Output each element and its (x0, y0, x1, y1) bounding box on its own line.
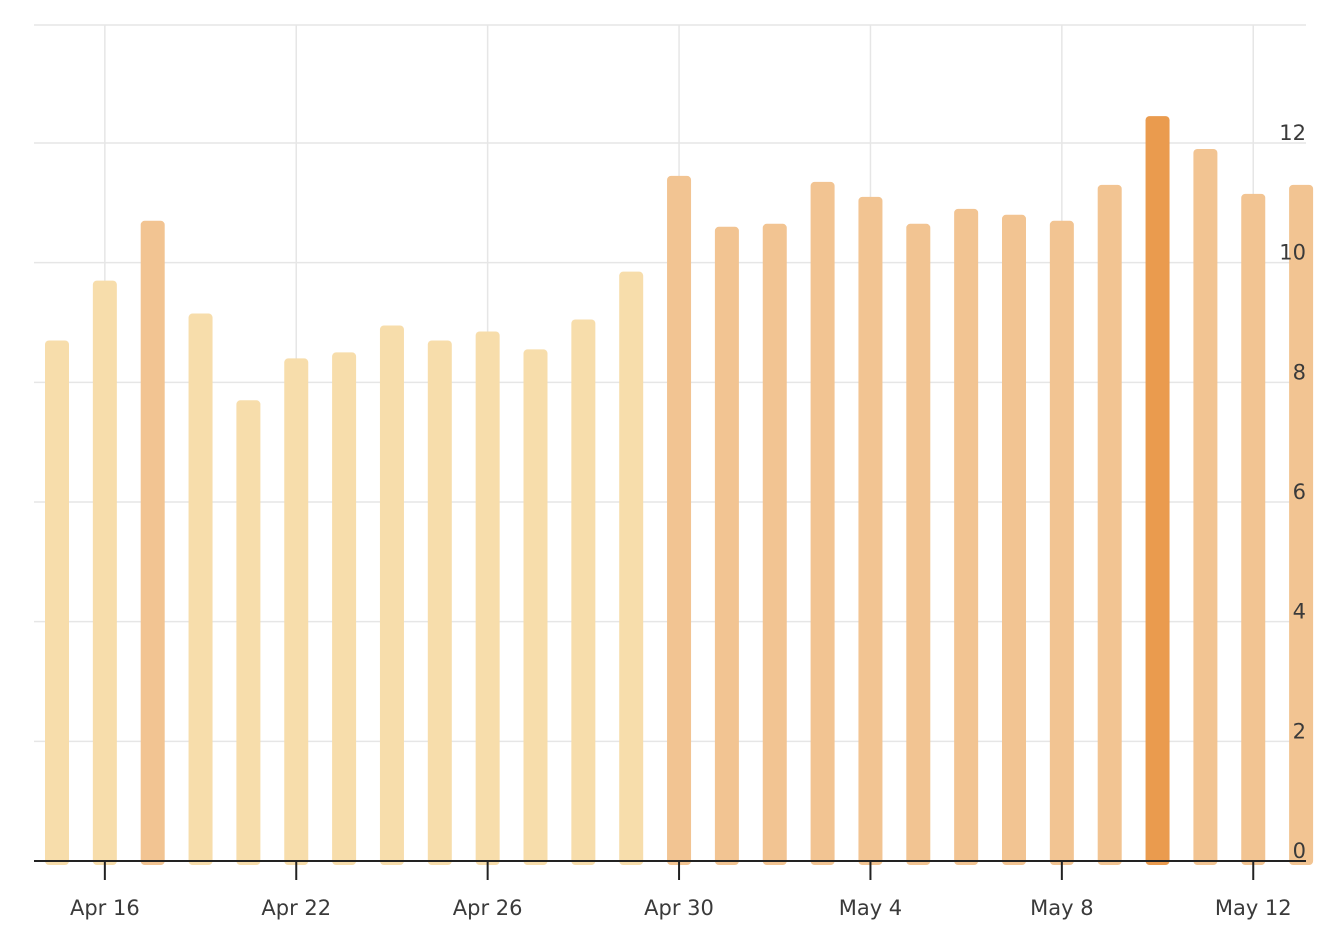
bar (571, 319, 596, 866)
bar (236, 400, 261, 865)
bar (810, 181, 835, 865)
x-tick-label: May 8 (1030, 896, 1093, 920)
y-tick-label: 8 (1293, 360, 1306, 384)
x-tick-label: Apr 16 (70, 896, 140, 920)
bar (906, 223, 931, 865)
bar (140, 220, 165, 866)
bar (1145, 116, 1170, 865)
bar (92, 280, 117, 865)
bar (188, 313, 213, 865)
bar (714, 226, 739, 865)
x-tick-label: Apr 30 (644, 896, 714, 920)
bar (379, 325, 404, 865)
x-tick-label: Apr 22 (261, 896, 331, 920)
bars (45, 116, 1314, 866)
bar (1289, 184, 1314, 866)
bar (1241, 193, 1266, 865)
bar (667, 175, 692, 866)
bar (858, 196, 883, 866)
bar (523, 349, 548, 865)
x-tick-label: May 4 (839, 896, 902, 920)
bar (762, 223, 787, 865)
bar (427, 340, 452, 865)
y-tick-label: 6 (1293, 480, 1306, 504)
bar (619, 271, 644, 865)
x-tick-label: Apr 26 (453, 896, 523, 920)
y-tick-label: 0 (1293, 839, 1306, 863)
y-axis-tick-labels: 0 2 4 6 8 10 12 (1279, 121, 1306, 863)
x-axis-ticks: Apr 16 Apr 22 Apr 26 Apr 30 May 4 May 8 May 12 (70, 861, 1292, 920)
bar (45, 340, 69, 865)
bar (475, 331, 500, 866)
bar (1193, 148, 1218, 865)
bar (1049, 220, 1074, 866)
bar (1002, 214, 1026, 866)
y-tick-label: 2 (1293, 719, 1306, 743)
y-tick-label: 12 (1279, 121, 1306, 145)
y-tick-label: 4 (1293, 600, 1306, 624)
x-tick-label: May 12 (1215, 896, 1292, 920)
bar (332, 352, 357, 866)
bar (954, 208, 979, 866)
bar (1097, 184, 1122, 866)
bar (284, 358, 309, 865)
y-tick-label: 10 (1279, 241, 1306, 265)
